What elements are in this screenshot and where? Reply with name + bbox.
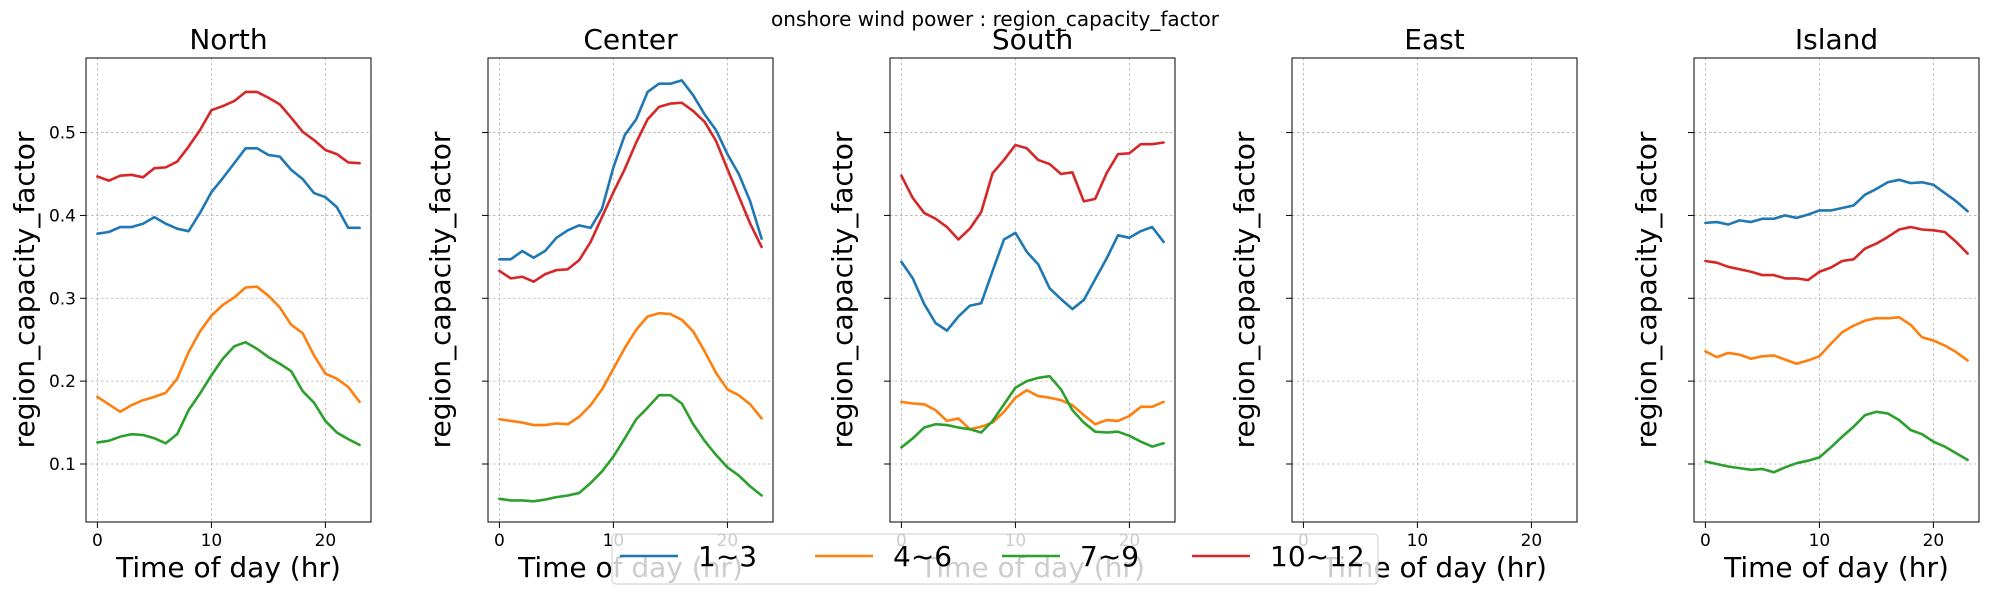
plot-frame (487, 57, 774, 523)
panel-title: North (189, 23, 267, 56)
x-axis-label: Time of day (hr) (115, 551, 341, 584)
series-line-4 (1704, 225, 1969, 282)
x-tick-label: 20 (1923, 531, 1945, 551)
x-tick-label: 10 (1809, 531, 1831, 551)
y-tick-label: 0.4 (49, 206, 76, 226)
y-tick-label: 0.1 (49, 455, 76, 475)
series-line-3 (498, 393, 763, 503)
series-line-1 (1704, 178, 1969, 226)
series-line-4 (96, 90, 361, 182)
x-tick-label: 20 (315, 531, 337, 551)
x-tick-label: 0 (92, 531, 103, 551)
x-tick-label: 0 (494, 531, 505, 551)
series-line-4 (498, 101, 763, 284)
x-tick-label: 0 (1700, 531, 1711, 551)
panel-title: East (1404, 23, 1464, 56)
y-axis-label: region_capacity_factor (1228, 131, 1261, 448)
series-line-2 (1704, 316, 1969, 366)
series-line-3 (1704, 410, 1969, 474)
series-line-4 (900, 141, 1165, 241)
legend-label-3: 7~9 (1080, 540, 1139, 573)
y-axis-label: region_capacity_factor (1630, 131, 1663, 448)
legend-label-1: 1~3 (698, 540, 757, 573)
plot-frame (85, 57, 372, 523)
panel-title: Center (583, 23, 678, 56)
panels-group: 0 10 20 0.1 0.2 0.3 0.4 0.5 North Time of day (hr… (8, 23, 1980, 584)
x-axis-label: Time of day (hr) (1723, 551, 1949, 584)
panel-title: Island (1795, 23, 1878, 56)
panel-south: 01020SouthTime of day (hr)region_capacit… (826, 23, 1176, 584)
legend-label-4: 10~12 (1270, 540, 1365, 573)
series-line-1 (96, 147, 361, 235)
panel-north: 0 10 20 0.1 0.2 0.3 0.4 0.5 North Time of day (hr… (8, 23, 372, 584)
panel-east: 01020EastTime of day (hr)region_capacity… (1228, 23, 1578, 584)
series-line-3 (96, 340, 361, 447)
x-tick-label: 20 (1521, 531, 1543, 551)
panel-island: 0 10 20 Island Time of day (hr) region_capaci… (1630, 23, 1980, 584)
series-line-2 (498, 311, 763, 427)
series-line-2 (96, 285, 361, 414)
legend: 1~3 4~6 7~9 10~12 (611, 533, 1379, 585)
legend-frame (611, 533, 1379, 585)
y-tick-label: 0.5 (49, 124, 76, 144)
x-tick-label: 10 (201, 531, 223, 551)
x-tick-label: 10 (1407, 531, 1429, 551)
panel-center: 01020CenterTime of day (hr)region_capaci… (424, 23, 774, 584)
plot-frame (1693, 57, 1980, 523)
y-tick-label: 0.2 (49, 372, 76, 392)
y-axis-label: region_capacity_factor (826, 131, 859, 448)
y-axis-label: region_capacity_factor (424, 131, 457, 448)
y-axis-label: region_capacity_factor (8, 131, 41, 448)
chart-title: onshore wind power : region_capacity_fac… (771, 7, 1220, 31)
series-line-1 (900, 225, 1165, 332)
y-tick-label: 0.3 (49, 289, 76, 309)
series-line-3 (900, 374, 1165, 449)
plot-frame (889, 57, 1176, 523)
series-line-1 (498, 79, 763, 261)
series-line-2 (900, 388, 1165, 431)
panel-title: South (992, 23, 1073, 56)
legend-label-2: 4~6 (893, 540, 952, 573)
plot-frame (1291, 57, 1578, 523)
